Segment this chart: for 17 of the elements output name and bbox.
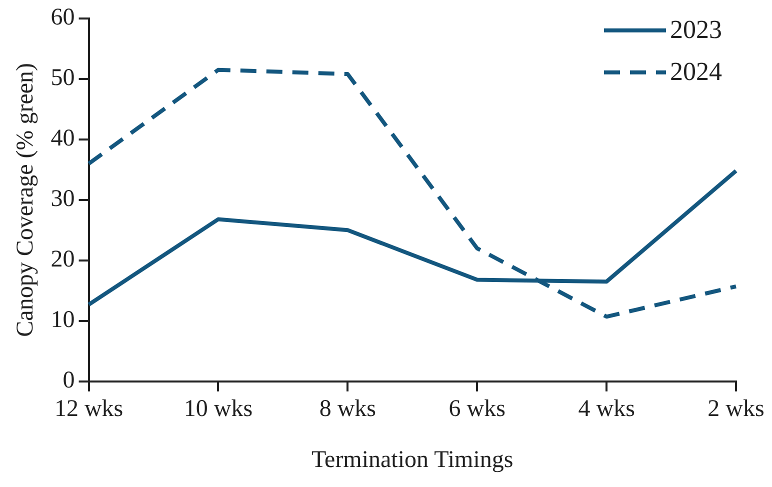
x-tick-label: 8 wks bbox=[319, 396, 376, 422]
x-axis-title: Termination Timings bbox=[312, 446, 514, 473]
y-tick-label: 0 bbox=[62, 368, 75, 394]
x-tick-label: 10 wks bbox=[184, 396, 253, 422]
y-tick-label: 20 bbox=[50, 246, 75, 273]
y-tick-label: 60 bbox=[50, 4, 75, 31]
y-tick-label: 30 bbox=[50, 186, 75, 212]
y-tick-label: 50 bbox=[50, 65, 75, 92]
x-tick-label: 2 wks bbox=[708, 396, 764, 422]
y-axis-title: Canopy Coverage (% green) bbox=[12, 62, 39, 337]
legend-label: 2023 bbox=[670, 15, 722, 44]
y-tick-label: 40 bbox=[50, 126, 75, 152]
y-tick-label: 10 bbox=[50, 307, 75, 334]
x-tick-label: 12 wks bbox=[54, 396, 124, 422]
x-tick-label: 6 wks bbox=[448, 396, 506, 422]
x-tick-label: 4 wks bbox=[578, 396, 635, 422]
legend-label: 2024 bbox=[670, 57, 722, 86]
